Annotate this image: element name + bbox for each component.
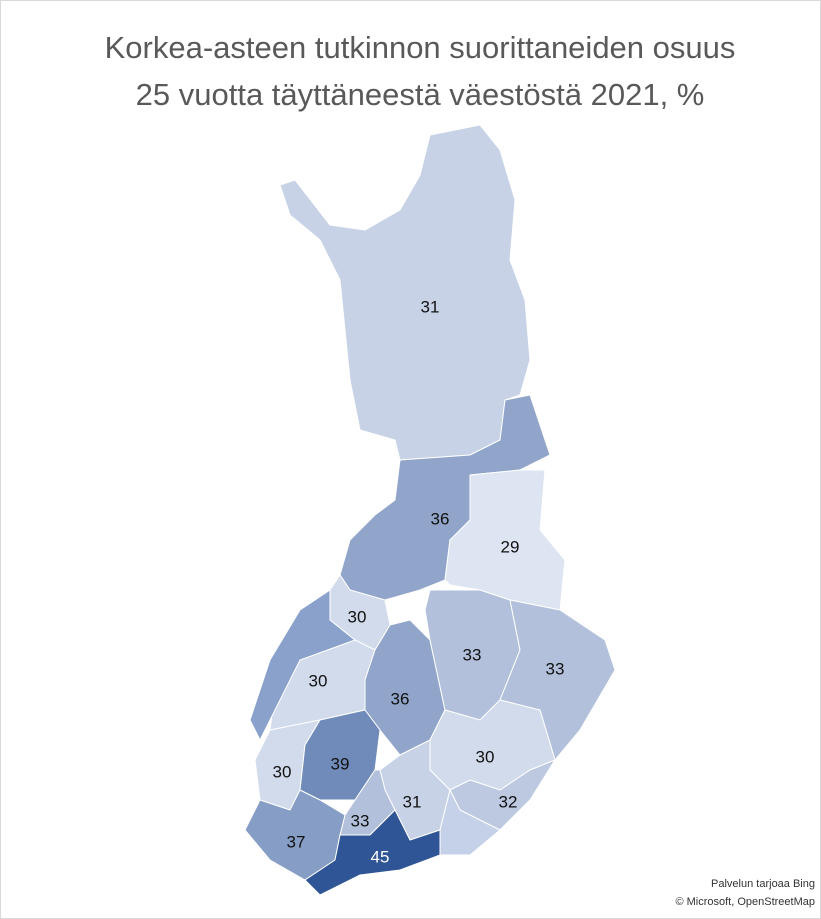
region-value: 33 xyxy=(546,659,565,678)
region xyxy=(499,599,616,762)
region-value: 30 xyxy=(273,762,292,781)
region-value: 31 xyxy=(403,792,422,811)
region-value: 45 xyxy=(371,847,390,866)
title-line: Korkea-asteen tutkinnon suorittaneiden o… xyxy=(105,30,736,65)
region-value: 30 xyxy=(309,671,328,690)
attribution: © Microsoft, OpenStreetMap xyxy=(675,896,815,908)
region-unlabelled xyxy=(439,788,501,856)
region-value: 30 xyxy=(476,747,495,766)
region-value: 31 xyxy=(421,297,440,316)
region-value: 36 xyxy=(391,689,410,708)
title-line: 25 vuotta täyttäneestä väestöstä 2021, % xyxy=(136,77,705,112)
region-value: 33 xyxy=(463,645,482,664)
region-value: 37 xyxy=(287,832,306,851)
region-value: 32 xyxy=(499,792,518,811)
region-value: 30 xyxy=(348,607,367,626)
region-value: 36 xyxy=(431,509,450,528)
region xyxy=(279,124,531,461)
attribution: Palvelun tarjoaa Bing xyxy=(711,878,815,890)
region-value: 33 xyxy=(351,811,370,830)
region-value: 39 xyxy=(331,754,350,773)
region-unlabelled xyxy=(249,589,357,742)
region xyxy=(304,809,441,896)
region-value: 29 xyxy=(501,537,520,556)
